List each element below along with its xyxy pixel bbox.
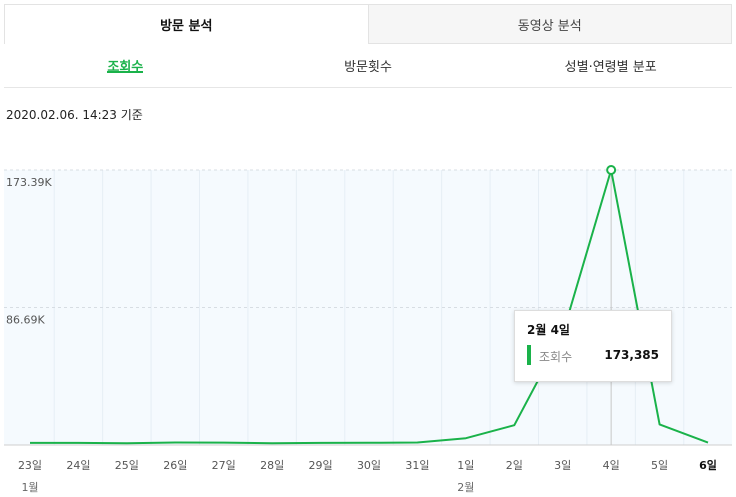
tooltip-value: 173,385 — [604, 348, 659, 362]
y-tick-label: 86.69K — [6, 314, 45, 327]
tooltip-series-name: 조회수 — [539, 350, 573, 364]
x-tick-label: 3일 — [554, 458, 571, 472]
x-tick-label: 1일 — [457, 458, 474, 472]
subtab-views[interactable]: 조회수 — [4, 44, 247, 87]
subtab-gender-age[interactable]: 성별·연령별 분포 — [564, 60, 657, 75]
x-tick-label: 4일 — [603, 458, 620, 472]
data-timestamp: 2020.02.06. 14:23 기준 — [6, 108, 143, 122]
tooltip-date: 2월 4일 — [527, 323, 570, 337]
x-tick-label: 6일 — [699, 458, 717, 472]
top-tab-bar: 방문 분석 동영상 분석 — [4, 4, 732, 44]
tab-visit-analysis[interactable]: 방문 분석 — [4, 4, 369, 44]
tab-video-analysis[interactable]: 동영상 분석 — [368, 4, 732, 44]
views-line-chart[interactable]: 86.69K 173.39K 23일 24일 25일 26일 27일 28일 29일 30일 31일… — [0, 150, 736, 497]
x-tick-label: 2일 — [506, 458, 523, 472]
x-tick-label: 27일 — [212, 458, 236, 472]
x-tick-label: 24일 — [66, 458, 90, 472]
x-tick-label: 29일 — [309, 458, 333, 472]
subtab-visits[interactable]: 방문횟수 — [344, 60, 392, 75]
series-line-views — [30, 169, 709, 445]
month-label: 1월 — [21, 481, 38, 494]
x-tick-label: 26일 — [163, 458, 187, 472]
x-tick-label: 31일 — [405, 458, 429, 472]
x-tick-label: 25일 — [115, 458, 139, 472]
tooltip-series-color — [527, 345, 531, 365]
x-tick-label: 30일 — [357, 458, 381, 472]
chart-tooltip: 2월 4일 조회수 173,385 — [514, 310, 672, 382]
sub-tab-bar: 조회수 방문횟수 성별·연령별 분포 — [4, 44, 732, 88]
month-label: 2월 — [457, 481, 474, 494]
x-tick-label: 28일 — [260, 458, 284, 472]
y-tick-label: 173.39K — [6, 176, 52, 189]
x-tick-label: 23일 — [18, 458, 42, 472]
highlighted-point — [606, 165, 617, 176]
x-tick-label: 5일 — [651, 458, 668, 472]
